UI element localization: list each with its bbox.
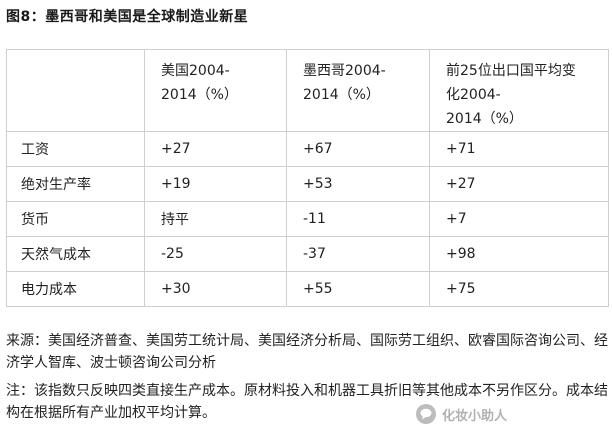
row-label: 绝对生产率	[6, 166, 145, 202]
cell-us-value: 持平	[144, 201, 287, 237]
cell-us-value: +27	[144, 131, 287, 167]
chat-bubble-icon	[416, 404, 436, 424]
row-label: 电力成本	[6, 271, 145, 307]
header-cell-top25: 前25位出口国平均变 化2004- 2014（%）	[429, 49, 609, 132]
figure-title: 图8：墨西哥和美国是全球制造业新星	[6, 9, 249, 25]
header-cell-us: 美国2004- 2014（%）	[144, 49, 287, 132]
cell-us-value: +30	[144, 271, 287, 307]
cell-us-value: +19	[144, 166, 287, 202]
cell-top25-value: +71	[429, 131, 609, 167]
table-row: 电力成本 +30 +55 +75	[6, 271, 609, 307]
header-cell-mexico: 墨西哥2004- 2014（%）	[286, 49, 430, 132]
cell-mexico-value: +53	[286, 166, 430, 202]
table-row: 天然气成本 -25 -37 +98	[6, 236, 609, 272]
footnote: 注：该指数只反映四类直接生产成本。原材料投入和机器工具折旧等其他成本不另作区分。…	[6, 383, 608, 421]
source-note: 来源：美国经济普查、美国劳工统计局、美国经济分析局、国际劳工组织、欧睿国际咨询公…	[6, 333, 608, 371]
table-row: 货币 持平 -11 +7	[6, 201, 609, 237]
header-cell-empty	[6, 49, 145, 132]
row-label: 工资	[6, 131, 145, 167]
cell-us-value: -25	[144, 236, 287, 272]
watermark: 化妆小助人	[416, 401, 566, 427]
cell-top25-value: +75	[429, 271, 609, 307]
cell-mexico-value: +67	[286, 131, 430, 167]
cell-top25-value: +7	[429, 201, 609, 237]
cost-comparison-table: 美国2004- 2014（%） 墨西哥2004- 2014（%） 前25位出口国…	[6, 49, 609, 307]
watermark-text: 化妆小助人	[442, 408, 508, 424]
data-table: 美国2004- 2014（%） 墨西哥2004- 2014（%） 前25位出口国…	[6, 49, 609, 307]
cell-top25-value: +27	[429, 166, 609, 202]
row-label: 货币	[6, 201, 145, 237]
cell-mexico-value: -37	[286, 236, 430, 272]
cell-top25-value: +98	[429, 236, 609, 272]
notes-section: 来源：美国经济普查、美国劳工统计局、美国经济分析局、国际劳工组织、欧睿国际咨询公…	[6, 330, 610, 430]
table-row: 工资 +27 +67 +71	[6, 131, 609, 167]
row-label: 天然气成本	[6, 236, 145, 272]
header-row: 美国2004- 2014（%） 墨西哥2004- 2014（%） 前25位出口国…	[6, 49, 609, 132]
cell-mexico-value: +55	[286, 271, 430, 307]
table-row: 绝对生产率 +19 +53 +27	[6, 166, 609, 202]
cell-mexico-value: -11	[286, 201, 430, 237]
